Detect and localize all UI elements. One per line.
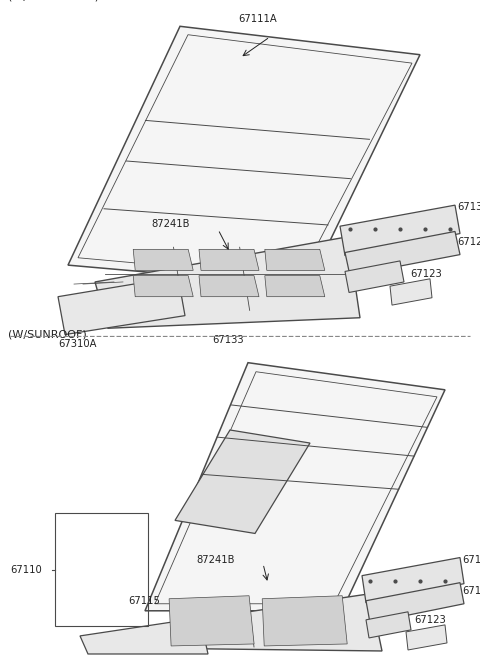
- Text: 67125C: 67125C: [457, 237, 480, 247]
- Polygon shape: [366, 583, 464, 623]
- Polygon shape: [265, 276, 325, 297]
- Polygon shape: [95, 237, 360, 328]
- Text: 67115: 67115: [128, 596, 160, 605]
- Polygon shape: [169, 596, 254, 646]
- Polygon shape: [133, 276, 193, 297]
- Polygon shape: [366, 612, 411, 638]
- Polygon shape: [262, 596, 347, 646]
- Polygon shape: [362, 558, 464, 603]
- Text: 67133: 67133: [212, 335, 244, 344]
- Text: 67110: 67110: [10, 565, 42, 575]
- Polygon shape: [340, 205, 460, 256]
- Polygon shape: [68, 26, 420, 286]
- Polygon shape: [80, 618, 208, 654]
- Text: 87241B: 87241B: [152, 219, 190, 229]
- Polygon shape: [406, 625, 447, 650]
- Polygon shape: [199, 249, 259, 270]
- Polygon shape: [345, 261, 404, 293]
- Text: 67125C: 67125C: [462, 586, 480, 596]
- Text: (W/O SUNROOF): (W/O SUNROOF): [8, 0, 99, 1]
- Polygon shape: [58, 277, 185, 335]
- Polygon shape: [390, 279, 432, 305]
- Polygon shape: [155, 372, 437, 604]
- Text: 87241B: 87241B: [196, 554, 235, 565]
- Text: 67123: 67123: [414, 615, 446, 625]
- Text: 67130A: 67130A: [457, 202, 480, 213]
- Polygon shape: [345, 232, 460, 276]
- Text: 67111A: 67111A: [239, 14, 277, 24]
- Polygon shape: [78, 35, 412, 277]
- Polygon shape: [175, 430, 310, 533]
- Text: 67123: 67123: [410, 268, 442, 279]
- Polygon shape: [199, 276, 259, 297]
- Text: 67130A: 67130A: [462, 554, 480, 565]
- Text: 67310A: 67310A: [58, 338, 96, 349]
- Polygon shape: [133, 249, 193, 270]
- Polygon shape: [120, 594, 382, 651]
- Polygon shape: [145, 363, 445, 611]
- Text: (W/SUNROOF): (W/SUNROOF): [8, 329, 87, 340]
- Polygon shape: [265, 249, 325, 270]
